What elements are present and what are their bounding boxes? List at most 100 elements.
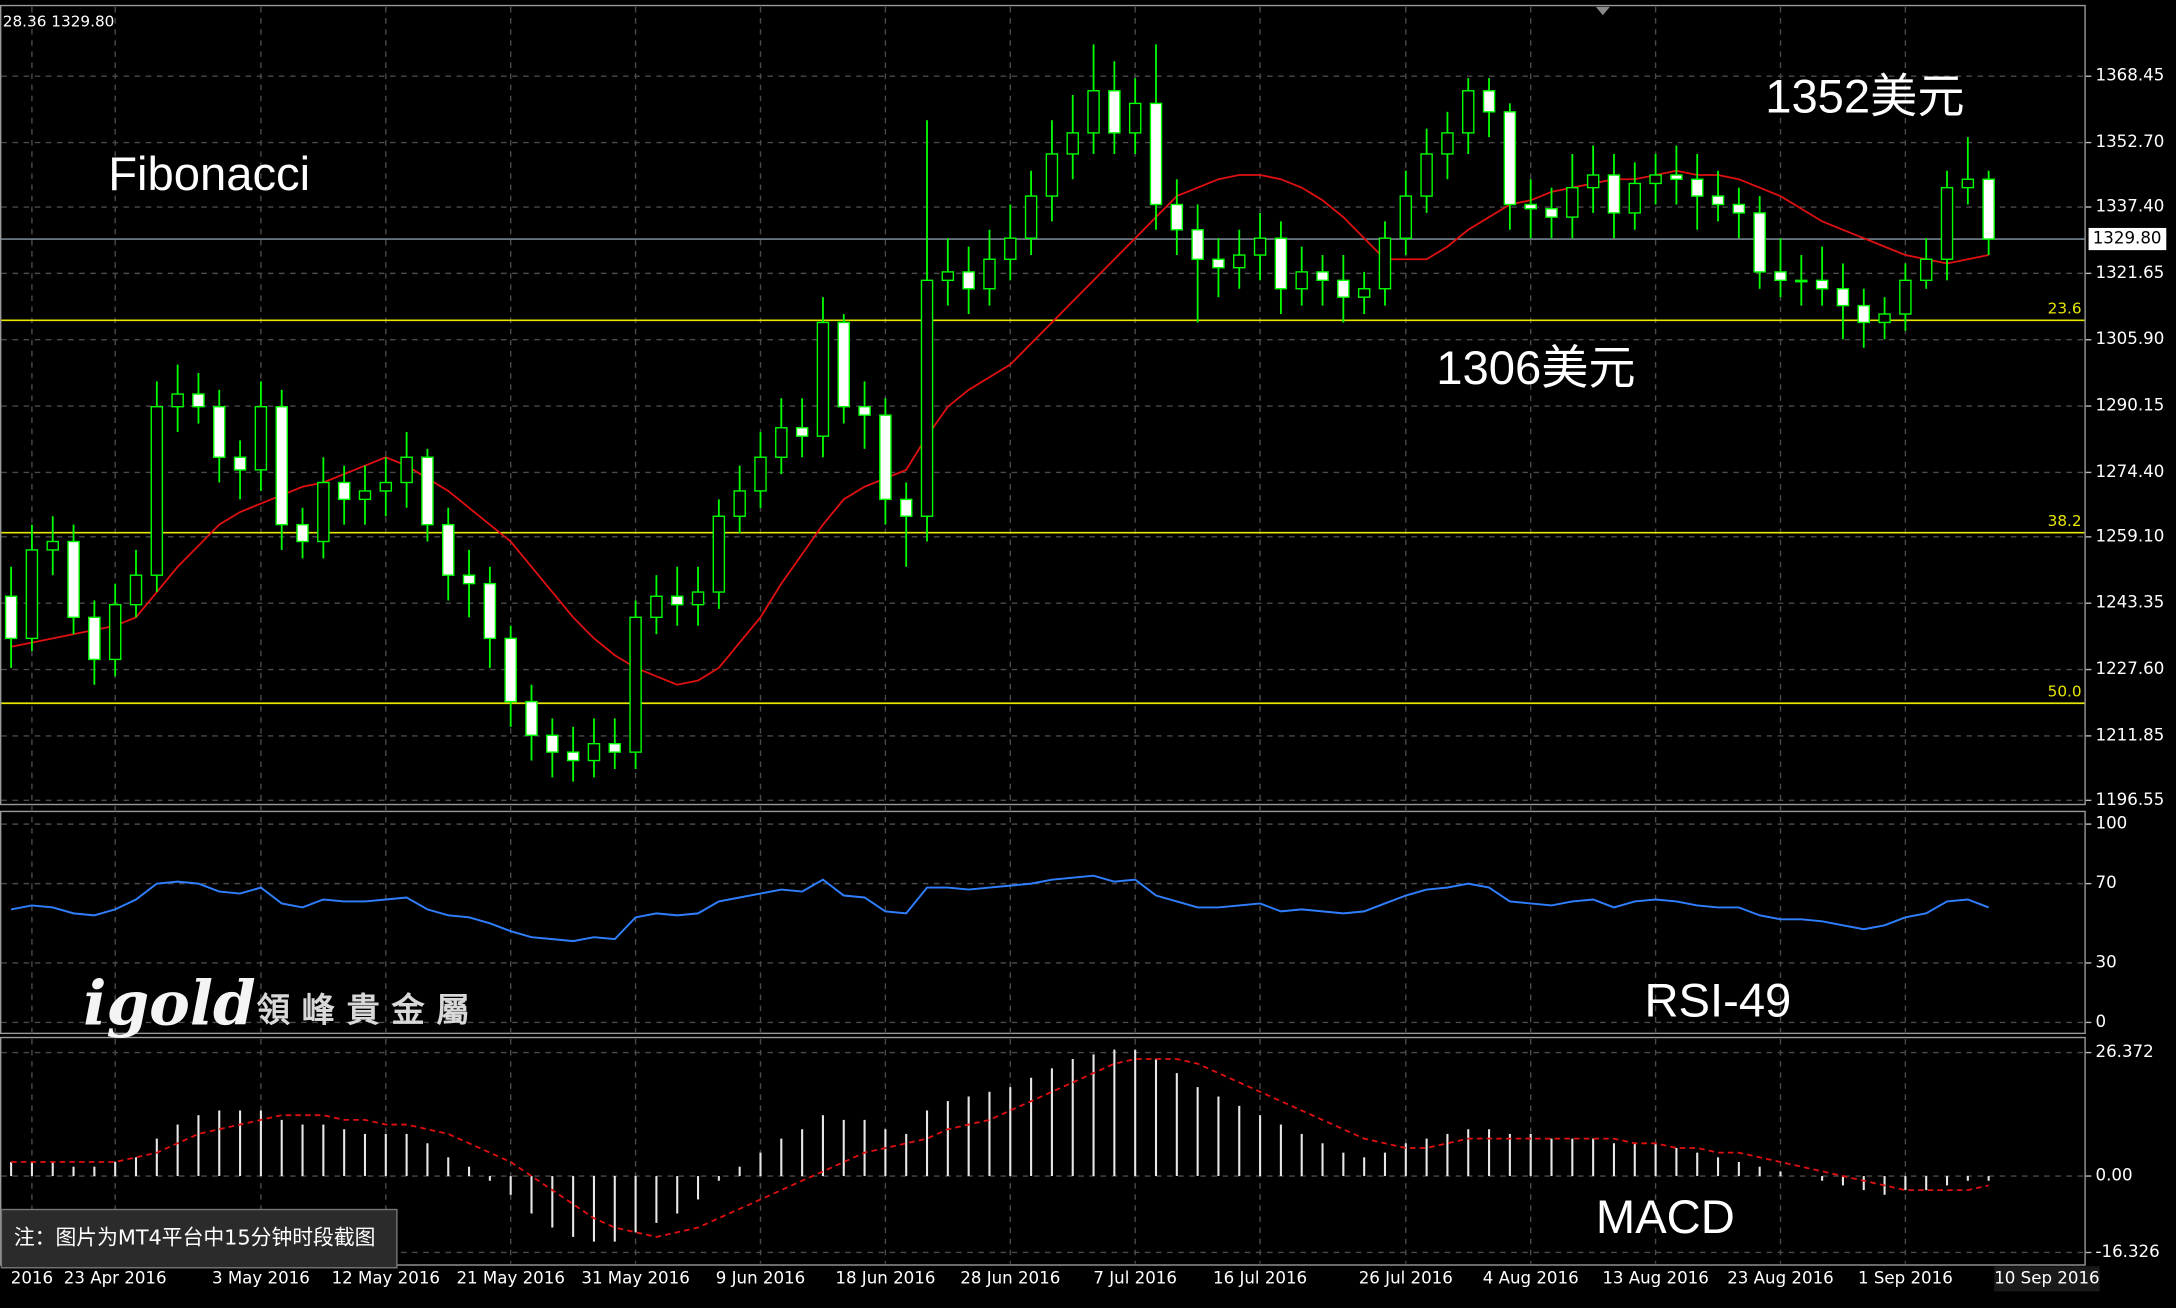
candle-body bbox=[1149, 102, 1163, 206]
candle-body bbox=[1399, 195, 1413, 239]
candle-body bbox=[1441, 132, 1454, 155]
candle-body bbox=[775, 427, 788, 458]
candle-body bbox=[1233, 254, 1246, 269]
x-tick-label: 18 Jun 2016 bbox=[835, 1268, 935, 1287]
candle-body bbox=[691, 591, 705, 606]
candle-body bbox=[421, 456, 434, 526]
candle-body bbox=[1690, 178, 1704, 197]
candle-body bbox=[1482, 90, 1496, 113]
y-tick-label: 30 bbox=[2096, 952, 2117, 971]
candle-body bbox=[4, 595, 18, 640]
candle-body bbox=[1815, 279, 1829, 290]
last-price-label: 1329.80 bbox=[2093, 229, 2162, 248]
candle-body bbox=[1774, 271, 1787, 282]
y-tick-label: 1305.90 bbox=[2096, 329, 2165, 348]
x-tick-label: 3 May 2016 bbox=[212, 1268, 310, 1287]
candle-body bbox=[1878, 313, 1891, 324]
y-tick-label: 1274.40 bbox=[2096, 462, 2165, 481]
candle-body bbox=[1711, 195, 1725, 206]
marks bbox=[1, 44, 2085, 1242]
y-tick-label: 1211.85 bbox=[2096, 725, 2165, 744]
corner-text: 28.36 1329.80 bbox=[3, 13, 115, 31]
x-tick-label: 16 Jul 2016 bbox=[1213, 1268, 1307, 1287]
rsi-pane bbox=[0, 810, 2086, 1035]
candle-body bbox=[1274, 237, 1288, 290]
candle-body bbox=[608, 742, 622, 753]
candle-body bbox=[1586, 174, 1600, 189]
pane-label: RSI-49 bbox=[1644, 974, 1791, 1027]
candle-body bbox=[1503, 111, 1517, 206]
main-pane bbox=[0, 4, 2086, 806]
candle-body bbox=[1940, 186, 1954, 260]
y-tick-label: 1368.45 bbox=[2096, 66, 2165, 85]
candle-body bbox=[129, 574, 143, 606]
candle-body bbox=[1545, 208, 1558, 218]
x-tick-label: 31 May 2016 bbox=[581, 1268, 689, 1287]
candle-body bbox=[46, 540, 59, 551]
candle-body bbox=[1649, 174, 1662, 185]
candle-body bbox=[1753, 212, 1766, 273]
candle-body bbox=[920, 279, 934, 517]
x-tick-label: 1 Sep 2016 bbox=[1858, 1268, 1953, 1287]
candle-body bbox=[275, 406, 288, 526]
candle-body bbox=[546, 734, 559, 753]
candle-body bbox=[1628, 182, 1642, 214]
candle-body bbox=[1919, 258, 1933, 282]
candle-body bbox=[25, 549, 39, 640]
fib-label: 23.6 bbox=[2048, 300, 2082, 318]
candle-body bbox=[317, 481, 330, 543]
pane-label: MACD bbox=[1596, 1190, 1735, 1243]
candle-body bbox=[337, 481, 351, 501]
candle-body bbox=[1378, 237, 1392, 290]
candle-body bbox=[1253, 237, 1267, 256]
candle-body bbox=[858, 406, 871, 416]
candle-body bbox=[587, 742, 601, 762]
candle-body bbox=[1899, 279, 1912, 315]
candle-body bbox=[150, 406, 164, 576]
candle-body bbox=[1462, 90, 1475, 134]
x-end-label: 10 Sep 2016 bbox=[1994, 1268, 2099, 1287]
annotation: 1352美元 bbox=[1765, 69, 1964, 122]
candle-body bbox=[754, 456, 767, 492]
candle-body bbox=[1337, 279, 1350, 298]
candle-body bbox=[941, 271, 955, 282]
moving-average bbox=[10, 169, 1989, 686]
x-tick-label: 13 Aug 2016 bbox=[1602, 1268, 1709, 1287]
y-tick-label: 1337.40 bbox=[2096, 197, 2165, 216]
candle-body bbox=[67, 540, 80, 619]
candle-body bbox=[1087, 90, 1100, 134]
scroll-marker bbox=[1595, 6, 1610, 16]
footnote-box bbox=[0, 1208, 398, 1269]
x-tick-label: 23 Aug 2016 bbox=[1727, 1268, 1834, 1287]
x-tick-label: 23 Apr 2016 bbox=[64, 1268, 167, 1287]
candle-body bbox=[837, 321, 850, 408]
last-price-box bbox=[2088, 227, 2167, 251]
candle-body bbox=[566, 751, 580, 762]
candle-body bbox=[233, 456, 247, 471]
fib-label: 50.0 bbox=[2048, 683, 2082, 701]
rsi-line bbox=[10, 874, 1989, 943]
x-tick-label: 4 Aug 2016 bbox=[1483, 1268, 1579, 1287]
candle-body bbox=[192, 393, 205, 408]
y-tick-label: 100 bbox=[2096, 814, 2128, 833]
candle-body bbox=[213, 406, 226, 458]
x-tick-label: 28 Jun 2016 bbox=[960, 1268, 1060, 1287]
x-end-label-box bbox=[1994, 1266, 2100, 1292]
candle-body bbox=[1607, 174, 1621, 214]
candle-body bbox=[1004, 237, 1017, 260]
x-tick-label: 12 May 2016 bbox=[332, 1268, 440, 1287]
candle-body bbox=[1982, 178, 1995, 240]
y-tick-label: 26.372 bbox=[2096, 1042, 2154, 1061]
candle-body bbox=[650, 595, 663, 619]
candle-body bbox=[1961, 178, 1975, 189]
candle-body bbox=[254, 406, 268, 471]
candle-body bbox=[108, 603, 122, 661]
y-tick-label: 1290.15 bbox=[2096, 396, 2165, 415]
candle-body bbox=[1670, 174, 1683, 180]
candle-body bbox=[816, 321, 830, 437]
y-tick-label: 0 bbox=[2096, 1012, 2107, 1031]
candle-body bbox=[88, 616, 101, 661]
candle-body bbox=[525, 700, 538, 736]
x-tick-label: 2016 bbox=[11, 1268, 53, 1287]
y-tick-label: -16.326 bbox=[2096, 1242, 2160, 1261]
